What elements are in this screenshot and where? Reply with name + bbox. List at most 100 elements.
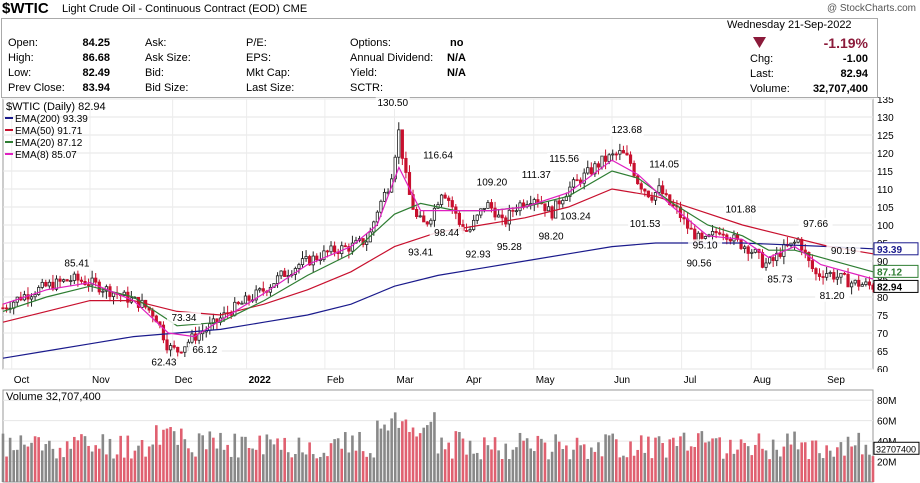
volume-bar xyxy=(632,455,636,482)
volume-bar xyxy=(500,459,504,482)
label-open: Open: xyxy=(8,37,38,49)
volume-bar xyxy=(187,448,190,482)
instrument-title: Light Crude Oil - Continuous Contract (E… xyxy=(62,3,280,15)
annotation-bg xyxy=(609,124,644,137)
price-chart: 6065707580859095100105110115120125130135… xyxy=(1,97,919,372)
volume-bar xyxy=(629,441,632,482)
y-tick-label: 105 xyxy=(877,203,894,214)
volume-bar xyxy=(169,427,172,482)
volume-bar xyxy=(336,438,340,482)
volume-bar xyxy=(607,435,611,482)
volume-bar xyxy=(868,454,871,482)
volume-bar xyxy=(789,444,793,482)
candle-body xyxy=(486,202,490,209)
candle-body xyxy=(632,162,636,177)
candle-body xyxy=(62,279,66,282)
candle-body xyxy=(636,175,640,185)
volume-bar xyxy=(597,442,600,482)
volume-bar xyxy=(315,458,319,482)
candle-body xyxy=(439,194,444,205)
volume-last-tag xyxy=(873,441,920,455)
candle-body xyxy=(764,262,768,268)
price-annotation: 109.20 xyxy=(477,177,508,188)
volume-bar xyxy=(361,451,365,482)
volume-bar xyxy=(297,437,301,482)
volume-bar xyxy=(529,448,533,482)
volume-bar xyxy=(158,444,162,482)
volume-bar xyxy=(265,434,269,482)
label-ask: Ask: xyxy=(145,37,167,49)
label-bid: Bid: xyxy=(145,67,164,79)
candle-body xyxy=(518,202,522,212)
candle-body xyxy=(586,167,590,174)
price-annotation: 97.66 xyxy=(803,219,828,230)
exchange: CME xyxy=(282,3,308,15)
volume-bar xyxy=(636,449,639,482)
volume-bar xyxy=(147,446,151,482)
price-annotation: 130.50 xyxy=(377,98,408,109)
volume-bar xyxy=(422,427,426,482)
candle-body xyxy=(611,153,615,156)
label-chg: Chg: xyxy=(750,53,774,65)
volume-bar xyxy=(365,456,368,482)
x-tick-label: 2022 xyxy=(249,375,272,386)
value-prev-close: 83.94 xyxy=(82,82,110,94)
candle-body xyxy=(37,287,41,295)
candle-body xyxy=(728,238,732,242)
volume-bar xyxy=(368,453,372,482)
volume-tick-label: 80M xyxy=(877,396,896,407)
volume-bar xyxy=(183,439,187,482)
price-annotation: 62.43 xyxy=(151,357,176,368)
y-tick-label: 130 xyxy=(877,113,894,124)
volume-bar xyxy=(700,431,704,482)
candle-body xyxy=(304,256,308,260)
volume-bar xyxy=(269,439,272,482)
annotation-bg xyxy=(815,289,850,302)
volume-bar xyxy=(276,438,279,482)
x-tick-label: May xyxy=(536,375,555,386)
y-tick-label: 75 xyxy=(877,311,889,322)
candle-body xyxy=(325,250,330,253)
volume-bar xyxy=(58,447,62,482)
volume-bar xyxy=(433,412,436,482)
candle-body xyxy=(600,155,604,168)
down-arrow-icon xyxy=(753,37,766,48)
price-annotation: 73.34 xyxy=(171,313,196,324)
candle-body xyxy=(400,129,404,159)
candle-body xyxy=(94,277,98,283)
volume-bar xyxy=(643,452,647,482)
candle-body xyxy=(857,279,861,287)
candle-body xyxy=(489,202,494,209)
value-volume: 32,707,400 xyxy=(812,83,868,95)
volume-bar xyxy=(343,432,347,482)
candle-body xyxy=(775,252,779,262)
volume-bar xyxy=(475,452,479,482)
volume-bar xyxy=(333,439,336,482)
volume-bar xyxy=(532,451,536,482)
volume-bar xyxy=(586,458,590,482)
legend-ema-label: EMA(50) 91.71 xyxy=(15,126,83,137)
price-annotation: 101.88 xyxy=(725,204,756,215)
volume-bar xyxy=(133,450,137,482)
volume-bar xyxy=(130,458,133,482)
volume-bar xyxy=(140,440,144,482)
candle-body xyxy=(472,219,476,230)
y-tick-label: 135 xyxy=(877,97,894,106)
x-tick-label: Jul xyxy=(684,375,697,386)
volume-bar xyxy=(37,437,40,482)
candle-body xyxy=(589,167,593,175)
ema200-line xyxy=(2,242,874,359)
volume-bar xyxy=(44,444,48,482)
price-annotation: 90.19 xyxy=(831,246,856,257)
value-high: 86.68 xyxy=(82,52,110,64)
volume-bar xyxy=(757,433,761,482)
volume-bar xyxy=(771,439,775,482)
volume-bar xyxy=(622,455,625,482)
candle-body xyxy=(382,191,387,202)
volume-bar xyxy=(579,445,582,482)
volume-bar xyxy=(604,434,607,482)
volume-bar xyxy=(19,435,23,482)
candle-body xyxy=(867,281,872,286)
candle-body xyxy=(825,273,829,278)
volume-tick-label: 60M xyxy=(877,417,896,428)
